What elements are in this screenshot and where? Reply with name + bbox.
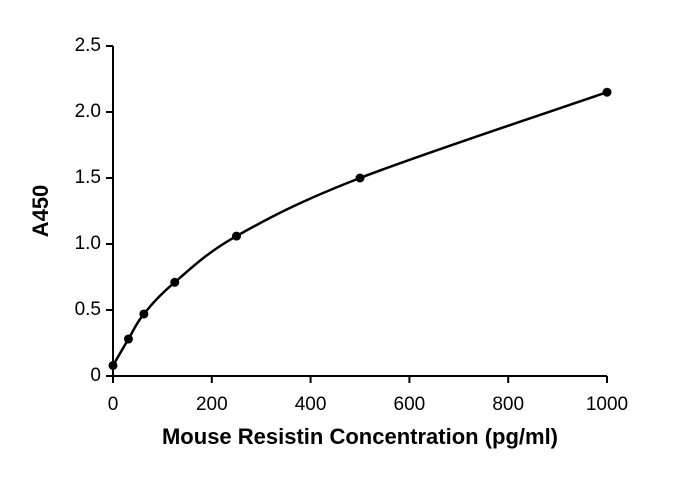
y-tick-label: 1.5 [75, 167, 101, 188]
y-tick-label: 0.5 [75, 299, 101, 320]
data-point [139, 309, 149, 319]
data-point [602, 87, 612, 97]
data-point [170, 277, 180, 287]
y-axis-title: A450 [28, 185, 53, 238]
x-tick-label: 800 [492, 394, 524, 415]
x-tick-label: 600 [394, 394, 426, 415]
x-tick-label: 0 [108, 394, 119, 415]
x-tick-label: 1000 [586, 394, 628, 415]
x-tick-label: 200 [196, 394, 228, 415]
x-tick-label: 400 [295, 394, 327, 415]
data-point [232, 231, 241, 241]
y-tick-label: 2.5 [75, 35, 101, 56]
y-tick-label: 2.0 [75, 101, 101, 122]
curve [111, 91, 608, 367]
y-tick-label: 1.0 [75, 233, 101, 254]
data-point [355, 173, 365, 183]
data-point [108, 360, 118, 370]
x-axis-title: Mouse Resistin Concentration (pg/ml) [162, 424, 558, 449]
data-point [123, 334, 133, 344]
y-tick-label: 0 [90, 365, 101, 386]
